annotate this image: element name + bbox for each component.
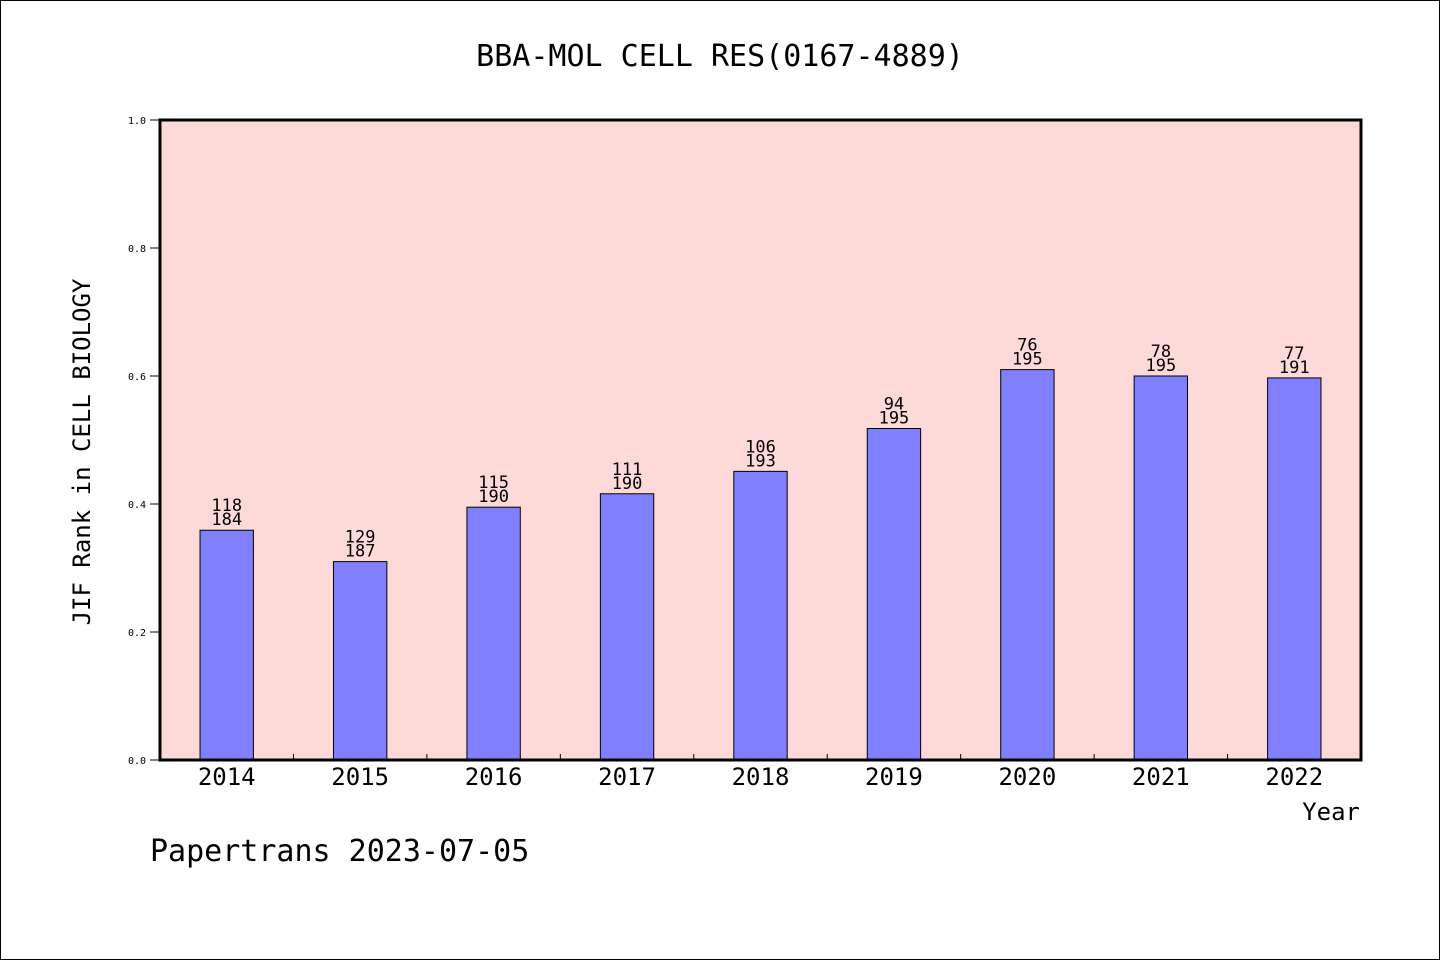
x-tick-label-2016: 2016 xyxy=(465,763,523,791)
y-axis-label: JIF Rank in CELL BIOLOGY xyxy=(68,278,96,625)
bar-rank-label-2019: 94 xyxy=(884,394,904,414)
bar-rank-label-2016: 115 xyxy=(478,473,509,493)
bar-rank-label-2022: 77 xyxy=(1284,344,1304,364)
bar-total-label-2014: 184 xyxy=(211,510,242,530)
bar-rank-label-2015: 129 xyxy=(345,528,376,548)
bar-total-label-2015: 187 xyxy=(345,542,376,562)
bar-labels-group: 1181841291871151901111901061939419576195… xyxy=(211,336,1309,562)
bar-2021 xyxy=(1133,375,1189,761)
bar-2014 xyxy=(199,529,254,761)
bar-total-label-2021: 195 xyxy=(1145,356,1176,376)
chart-title: BBA-MOL CELL RES(0167-4889) xyxy=(476,39,964,74)
x-tick-label-2015: 2015 xyxy=(331,763,389,791)
x-tick-label-2019: 2019 xyxy=(865,763,923,791)
bar-total-label-2022: 191 xyxy=(1279,358,1310,378)
bar-2020 xyxy=(1000,369,1055,761)
x-ticks-group: 2014 2015 2016 2017 2018 2019 2020 2021 2022 xyxy=(198,754,1323,791)
y-tick-label-1.0: 1.0 xyxy=(128,116,146,127)
bar-total-label-2016: 190 xyxy=(478,487,509,507)
plot-border xyxy=(158,118,1363,762)
bar-2017 xyxy=(599,493,655,761)
x-tick-label-2021: 2021 xyxy=(1132,763,1190,791)
bar-2016 xyxy=(466,506,521,761)
x-tick-label-2022: 2022 xyxy=(1265,763,1323,791)
y-tick-label-0.8: 0.8 xyxy=(128,244,146,255)
bar-rank-label-2014: 118 xyxy=(211,496,242,516)
bar-rank-label-2018: 106 xyxy=(745,437,776,457)
bar-2018 xyxy=(733,470,788,761)
bar-2015 xyxy=(332,561,388,761)
bar-2019 xyxy=(866,427,922,761)
footer-note: Papertrans 2023-07-05 xyxy=(150,834,530,869)
x-tick-label-2014: 2014 xyxy=(198,763,256,791)
bar-rank-label-2017: 111 xyxy=(612,460,643,480)
x-tick-label-2017: 2017 xyxy=(598,763,656,791)
x-tick-label-2020: 2020 xyxy=(998,763,1056,791)
bar-rank-label-2021: 78 xyxy=(1151,342,1171,362)
y-tick-label-0.0: 0.0 xyxy=(128,756,146,767)
bar-2022 xyxy=(1267,377,1322,761)
bar-total-label-2019: 195 xyxy=(879,408,910,428)
x-tick-label-2018: 2018 xyxy=(732,763,790,791)
bars-group xyxy=(199,369,1322,761)
y-tick-label-0.2: 0.2 xyxy=(128,628,146,639)
y-tick-label-0.4: 0.4 xyxy=(128,500,146,511)
bar-total-label-2017: 190 xyxy=(612,474,643,494)
bar-total-label-2020: 195 xyxy=(1012,350,1043,370)
bar-rank-label-2020: 76 xyxy=(1017,336,1037,356)
y-ticks-group: 0.0 0.2 0.4 0.6 0.8 1.0 xyxy=(128,116,160,767)
x-axis-label: Year xyxy=(1302,798,1360,826)
bar-total-label-2018: 193 xyxy=(745,451,776,471)
y-tick-label-0.6: 0.6 xyxy=(128,372,146,383)
